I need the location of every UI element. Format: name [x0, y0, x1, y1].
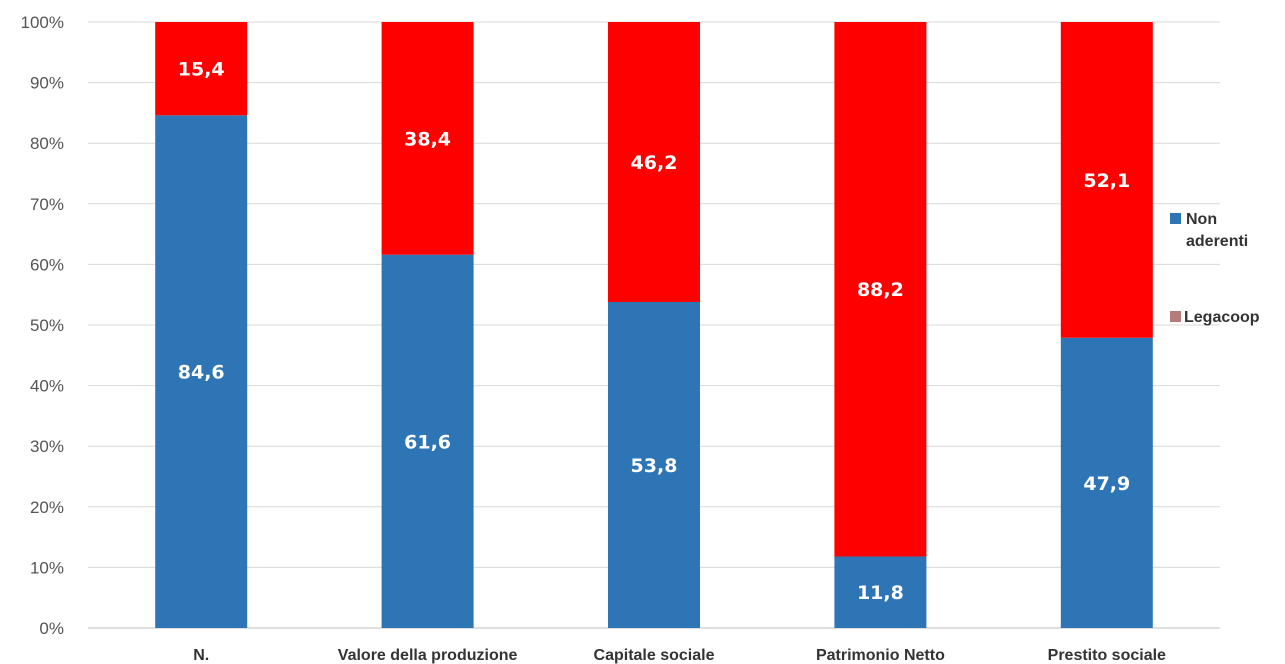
data-label: 52,1 — [1083, 170, 1130, 192]
data-label: 46,2 — [631, 152, 678, 174]
y-axis-ticks: 0% 10% 20% 30% 40% 50% 60% 70% 80% 90% 100% — [21, 13, 64, 638]
y-tick-label: 100% — [21, 13, 64, 32]
data-label: 88,2 — [857, 279, 904, 301]
x-axis-categories: N. Valore della produzione Capitale social… — [193, 647, 1166, 664]
y-tick-label: 70% — [30, 195, 64, 214]
category-label: Capitale sociale — [594, 647, 715, 664]
category-label: N. — [193, 647, 209, 664]
data-label: 47,9 — [1083, 473, 1130, 495]
y-tick-label: 60% — [30, 255, 64, 274]
y-tick-label: 40% — [30, 377, 64, 396]
y-tick-label: 20% — [30, 498, 64, 517]
bar-segment — [608, 22, 700, 302]
data-labels: 84,6 15,4 61,6 38,4 53,8 46,2 11,8 88,2 47,9 52,1 — [178, 59, 1130, 605]
bar-segment — [381, 254, 474, 629]
category-label: Prestito sociale — [1048, 647, 1166, 664]
bars — [155, 22, 1153, 629]
data-label: 61,6 — [404, 431, 451, 453]
data-label: 38,4 — [404, 128, 451, 150]
bar-segment — [608, 301, 700, 628]
legend-label: Non aderenti — [1186, 211, 1248, 250]
y-tick-label: 50% — [30, 316, 64, 335]
y-tick-label: 10% — [30, 558, 64, 577]
y-tick-label: 30% — [30, 437, 64, 456]
category-label: Patrimonio Netto — [816, 647, 945, 664]
data-label: 84,6 — [178, 362, 225, 384]
bar-segment — [155, 115, 248, 629]
y-tick-label: 80% — [30, 134, 64, 153]
data-label: 11,8 — [857, 582, 904, 604]
y-tick-label: 0% — [39, 619, 64, 638]
legend-swatch — [1170, 311, 1181, 322]
legend-label: Legacoop — [1184, 309, 1260, 326]
bar-segment — [381, 22, 474, 255]
data-label: 53,8 — [631, 455, 678, 477]
legend: Non aderenti Legacoop — [1170, 211, 1260, 326]
bar-segment — [155, 22, 248, 116]
category-label: Valore della produzione — [338, 647, 518, 664]
legend-swatch — [1170, 213, 1181, 224]
y-tick-label: 90% — [30, 74, 64, 93]
data-label: 15,4 — [178, 59, 225, 81]
bar-segment — [834, 556, 927, 628]
legend-label-line: aderenti — [1186, 233, 1248, 250]
bar-segment — [1060, 337, 1153, 628]
bar-segment — [1060, 22, 1153, 338]
bar-segment — [834, 22, 927, 557]
legend-label-line: Non — [1186, 211, 1217, 228]
